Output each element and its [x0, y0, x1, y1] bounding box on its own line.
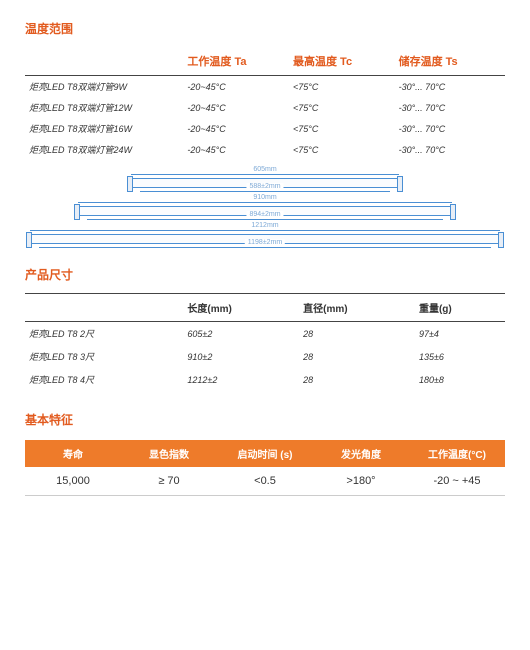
- basic-value-row: 15,000 ≥ 70 <0.5 >180° -20 ~ +45: [25, 467, 505, 496]
- basic-header-bar: 寿命 显色指数 启动时间 (s) 发光角度 工作温度(°C): [25, 440, 505, 467]
- table-row: 炬亮LED T8 3尺910±228135±6: [25, 345, 505, 368]
- col-blank: .: [25, 294, 183, 322]
- cell-ta: -20~45°C: [183, 139, 289, 160]
- cell-wt: 97±4: [415, 322, 505, 346]
- section-title-basic: 基本特征: [25, 411, 505, 428]
- dim-label-top: 605mm: [250, 166, 279, 173]
- cell-dia: 28: [299, 322, 415, 346]
- table-row: 炬亮LED T8双端灯管16W-20~45°C<75°C-30°... 70°C: [25, 118, 505, 139]
- cell-name: 炬亮LED T8 4尺: [25, 368, 183, 391]
- col-len: 长度(mm): [183, 294, 299, 322]
- cell-name: 炬亮LED T8双端灯管16W: [25, 118, 183, 139]
- cell-tc: <75°C: [289, 97, 395, 118]
- section-title-temp: 温度范围: [25, 20, 505, 37]
- cell-ta: -20~45°C: [183, 97, 289, 118]
- basic-section: 基本特征 寿命 显色指数 启动时间 (s) 发光角度 工作温度(°C) 15,0…: [25, 411, 505, 496]
- hdr-life: 寿命: [25, 446, 121, 461]
- tube-diagram: 910mm894±2mm: [25, 202, 505, 220]
- cell-tc: <75°C: [289, 139, 395, 160]
- cell-ta: -20~45°C: [183, 118, 289, 139]
- cell-dia: 28: [299, 345, 415, 368]
- col-blank: .: [25, 47, 183, 76]
- cell-ts: -30°... 70°C: [395, 76, 505, 98]
- cell-name: 炬亮LED T8双端灯管12W: [25, 97, 183, 118]
- col-wt: 重量(g): [415, 294, 505, 322]
- temperature-table: . 工作温度 Ta 最高温度 Tc 储存温度 Ts 炬亮LED T8双端灯管9W…: [25, 47, 505, 160]
- dim-label-top: 1212mm: [248, 222, 281, 229]
- tube-diagram: 1212mm1198±2mm: [25, 230, 505, 248]
- hdr-temp: 工作温度(°C): [409, 446, 505, 461]
- cell-name: 炬亮LED T8 3尺: [25, 345, 183, 368]
- table-row: 炬亮LED T8双端灯管12W-20~45°C<75°C-30°... 70°C: [25, 97, 505, 118]
- cell-wt: 135±6: [415, 345, 505, 368]
- table-header-row: . 长度(mm) 直径(mm) 重量(g): [25, 294, 505, 322]
- table-header-row: . 工作温度 Ta 最高温度 Tc 储存温度 Ts: [25, 47, 505, 76]
- col-ta: 工作温度 Ta: [183, 47, 289, 76]
- hdr-start: 启动时间 (s): [217, 446, 313, 461]
- cell-name: 炬亮LED T8双端灯管9W: [25, 76, 183, 98]
- val-start: <0.5: [217, 475, 313, 487]
- cell-name: 炬亮LED T8双端灯管24W: [25, 139, 183, 160]
- table-row: 炬亮LED T8双端灯管24W-20~45°C<75°C-30°... 70°C: [25, 139, 505, 160]
- cell-ts: -30°... 70°C: [395, 139, 505, 160]
- col-dia: 直径(mm): [299, 294, 415, 322]
- cell-tc: <75°C: [289, 76, 395, 98]
- dim-label-bottom: 894±2mm: [246, 211, 283, 218]
- table-row: 炬亮LED T8 4尺1212±228180±8: [25, 368, 505, 391]
- dim-label-bottom: 1198±2mm: [245, 239, 285, 246]
- table-row: 炬亮LED T8双端灯管9W-20~45°C<75°C-30°... 70°C: [25, 76, 505, 98]
- val-cri: ≥ 70: [121, 475, 217, 487]
- val-angle: >180°: [313, 475, 409, 487]
- cell-ts: -30°... 70°C: [395, 118, 505, 139]
- dim-label-bottom: 588±2mm: [246, 183, 283, 190]
- cell-ts: -30°... 70°C: [395, 97, 505, 118]
- table-row: 炬亮LED T8 2尺605±22897±4: [25, 322, 505, 346]
- tube-diagrams: 605mm588±2mm910mm894±2mm1212mm1198±2mm: [25, 174, 505, 248]
- tube-diagram: 605mm588±2mm: [25, 174, 505, 192]
- cell-wt: 180±8: [415, 368, 505, 391]
- cell-ta: -20~45°C: [183, 76, 289, 98]
- cell-len: 605±2: [183, 322, 299, 346]
- cell-len: 1212±2: [183, 368, 299, 391]
- hdr-angle: 发光角度: [313, 446, 409, 461]
- cell-len: 910±2: [183, 345, 299, 368]
- val-life: 15,000: [25, 475, 121, 487]
- section-title-size: 产品尺寸: [25, 266, 505, 283]
- cell-tc: <75°C: [289, 118, 395, 139]
- size-table: . 长度(mm) 直径(mm) 重量(g) 炬亮LED T8 2尺605±228…: [25, 293, 505, 391]
- col-tc: 最高温度 Tc: [289, 47, 395, 76]
- cell-name: 炬亮LED T8 2尺: [25, 322, 183, 346]
- cell-dia: 28: [299, 368, 415, 391]
- col-ts: 储存温度 Ts: [395, 47, 505, 76]
- val-temp: -20 ~ +45: [409, 475, 505, 487]
- dim-label-top: 910mm: [250, 194, 279, 201]
- hdr-cri: 显色指数: [121, 446, 217, 461]
